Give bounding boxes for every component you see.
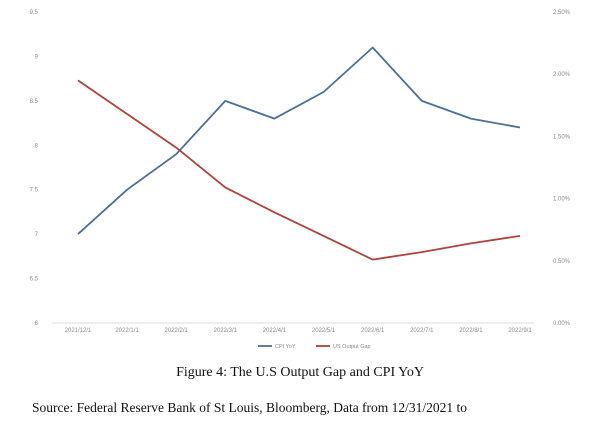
left-tick-label: 7.5 [30,188,39,194]
series-layer [77,46,521,261]
legend-label: CPI YoY [275,344,296,350]
source-note: Source: Federal Reserve Bank of St Louis… [32,400,468,415]
left-tick-label: 8.5 [30,99,39,105]
figure-caption: Figure 4: The U.S Output Gap and CPI YoY [176,365,424,380]
right-tick-label: 1.00% [553,197,571,203]
left-tick-label: 9 [35,54,39,60]
right-tick-label: 1.50% [553,134,571,140]
left-axis-ticks: 6 6.5 7 7.5 8 8.5 9 9.5 [30,10,39,327]
right-tick-label: 0.00% [553,321,571,327]
right-axis-ticks: 0.00% 0.50% 1.00% 1.50% 2.00% 2.50% [553,10,571,327]
dual-axis-line-chart: 6 6.5 7 7.5 8 8.5 9 9.5 0.00% 0.50% 1.00% 1.50% 2.0… [30,10,571,350]
x-tick-label: 2022/2/1 [165,328,189,334]
left-tick-label: 6 [35,321,39,327]
left-tick-label: 8 [35,143,39,149]
left-tick-label: 7 [35,232,39,238]
x-tick-label: 2022/4/1 [263,328,287,334]
x-tick-label: 2021/12/1 [65,328,92,334]
x-tick-label: 2022/9/1 [508,328,532,334]
x-tick-label: 2022/3/1 [214,328,238,334]
right-tick-label: 2.00% [553,72,571,78]
x-tick-label: 2022/5/1 [312,328,336,334]
right-tick-label: 2.50% [553,10,571,16]
left-tick-label: 6.5 [30,277,39,283]
right-tick-label: 0.50% [553,259,571,265]
left-tick-label: 9.5 [30,10,39,16]
x-tick-label: 2022/6/1 [361,328,385,334]
x-axis-ticks: 2021/12/1 2022/1/1 2022/2/1 2022/3/1 2022/4/… [65,328,533,334]
x-tick-label: 2022/1/1 [115,328,139,334]
series-line-cpi-yoy [77,46,521,235]
legend: CPI YoY US Output Gap [258,344,371,350]
legend-label: US Output Gap [333,344,371,350]
series-line-us-output-gap [77,79,521,261]
x-tick-label: 2022/8/1 [459,328,483,334]
x-tick-label: 2022/7/1 [410,328,434,334]
